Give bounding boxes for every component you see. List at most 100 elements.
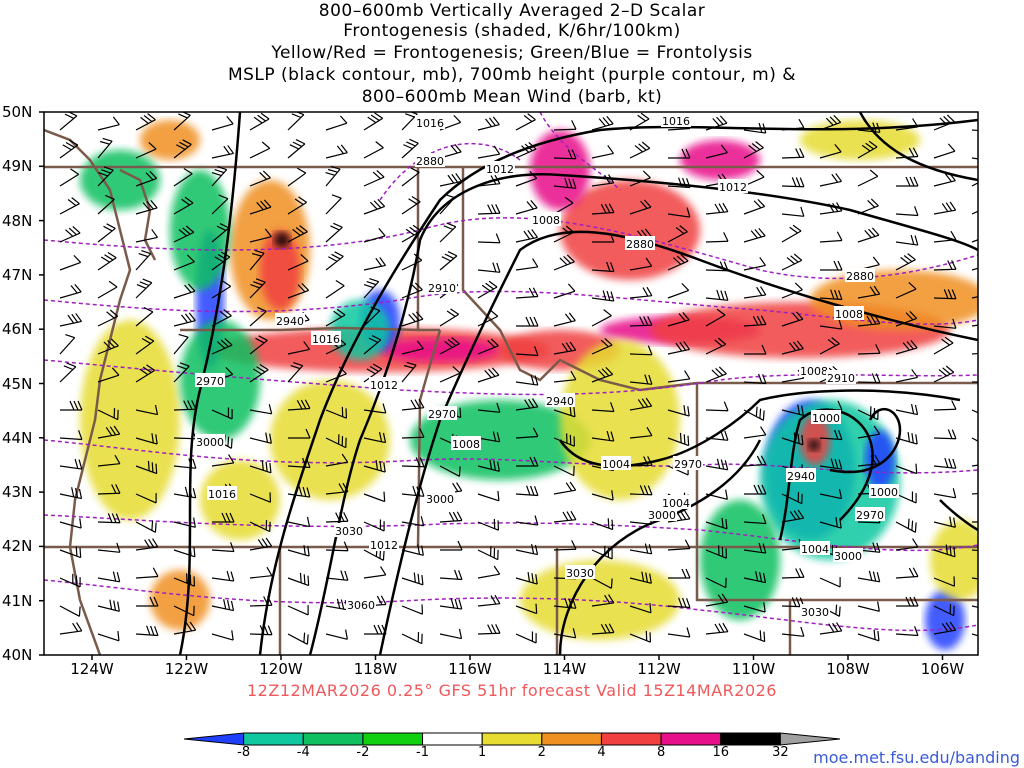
shading-cell [380, 338, 500, 362]
mslp-label: 1000 [870, 486, 898, 499]
wind-barb [515, 374, 539, 386]
wind-barb [135, 229, 159, 243]
wind-barb [515, 543, 539, 556]
wind-barb [667, 510, 691, 523]
wind-barb [59, 254, 82, 271]
mslp-label: 1008 [800, 365, 828, 378]
wind-barb [705, 289, 729, 301]
wind-barb [743, 315, 767, 327]
wind-barb [591, 261, 615, 273]
wind-barb [857, 140, 878, 159]
wind-barb [287, 341, 311, 355]
wind-barb [781, 118, 805, 131]
wind-barb [515, 258, 539, 271]
lat-label: 46N [2, 320, 33, 339]
wind-barb [135, 250, 152, 271]
wind-barb [895, 369, 919, 383]
wind-barb [667, 225, 688, 243]
wind-barb [401, 282, 423, 299]
wind-barb [135, 364, 155, 383]
wind-barb [401, 485, 425, 497]
wind-barb [629, 602, 652, 614]
wind-barb [401, 138, 419, 159]
credit-url[interactable]: moe.met.fsu.edu/banding [813, 748, 1020, 767]
wind-barb [857, 227, 880, 243]
wind-barb [896, 596, 919, 607]
wind-barb [401, 253, 423, 271]
wind-barb [97, 280, 118, 299]
wind-barb [363, 228, 386, 243]
wind-barb [667, 341, 691, 355]
wind-barb [933, 365, 955, 383]
wind-barb [895, 282, 917, 299]
wind-barb [439, 173, 463, 187]
colorbar-segment [362, 732, 424, 746]
colorbar-tick-label: 8 [656, 745, 666, 760]
wind-barb [553, 510, 577, 523]
wind-barb [97, 454, 121, 467]
colorbar-tick-label: 2 [537, 745, 546, 760]
wind-barb [364, 624, 387, 635]
wind-barb [249, 460, 272, 474]
wind-barb [629, 426, 653, 439]
wind-barb [288, 428, 311, 439]
wind-barb [287, 362, 304, 383]
wind-barb [97, 116, 120, 131]
wind-barb [667, 177, 691, 189]
coastline [44, 128, 132, 655]
wind-barb [781, 626, 805, 637]
wind-barb [363, 141, 384, 159]
mslp-label-group: 1016 1016 1012 1012 1008 1008 1016 1012 1008 1004… [207, 113, 899, 556]
wind-barb [933, 260, 957, 271]
wind-barb [781, 492, 803, 505]
wind-barb [363, 491, 386, 503]
wind-barb [363, 431, 387, 444]
wind-barb [515, 346, 539, 357]
wind-barb [971, 322, 978, 327]
wind-barb [439, 194, 456, 215]
wind-barb [781, 206, 805, 217]
wind-barb [972, 381, 978, 383]
wind-barb [743, 122, 767, 134]
colorbar [183, 732, 841, 746]
height-label: 3000 [648, 509, 676, 522]
wind-barb [136, 596, 159, 607]
wind-barb [933, 621, 957, 635]
colorbar-segment [720, 732, 781, 746]
wind-barb [971, 157, 978, 162]
wind-barb [97, 338, 119, 355]
wind-barb [705, 430, 729, 441]
wind-barb [173, 312, 196, 327]
shading-cell [150, 570, 210, 630]
wind-barb [781, 177, 805, 188]
wind-barb [743, 141, 764, 159]
wind-barb [59, 605, 81, 617]
wind-barb [401, 428, 425, 439]
wind-barb [401, 224, 422, 243]
wind-barb [744, 344, 767, 355]
wind-barb [971, 229, 978, 243]
wind-barb [249, 335, 268, 355]
height-label: 3000 [196, 436, 224, 449]
height-label: 2940 [787, 470, 815, 483]
wind-barb [325, 482, 349, 495]
mslp-label: 1016 [416, 117, 444, 130]
wind-barb [249, 141, 271, 159]
wind-barb [173, 196, 194, 215]
wind-barb [896, 176, 919, 187]
shading-cell [810, 270, 978, 330]
wind-barb [477, 367, 500, 383]
wind-barb [819, 488, 843, 500]
wind-barb [325, 512, 349, 523]
wind-barb [743, 630, 766, 643]
wind-barb [249, 363, 269, 383]
wyoming-border [695, 383, 978, 602]
wind-barb [971, 129, 978, 133]
wind-barb [933, 604, 955, 617]
wind-barb [933, 143, 956, 159]
wind-barb [933, 318, 957, 329]
wind-barb [895, 432, 918, 445]
wind-barb [781, 340, 804, 355]
wind-barb [743, 602, 766, 613]
wind-barb [667, 312, 690, 327]
